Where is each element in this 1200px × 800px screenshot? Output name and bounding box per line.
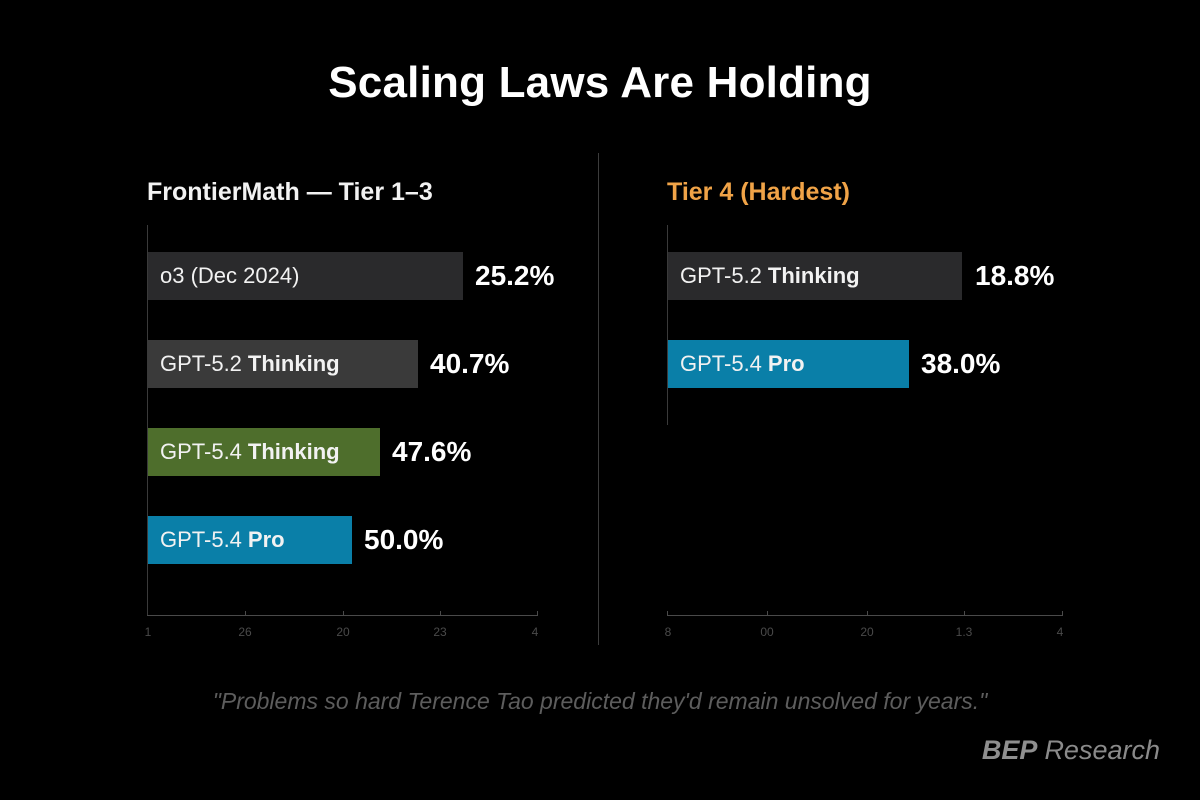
left-chart-title: FrontierMath — Tier 1–3 — [147, 178, 433, 206]
bar-value: 38.0% — [921, 348, 1001, 379]
left-x-tick-label: 23 — [433, 625, 447, 639]
bar-label-bold: Thinking — [767, 263, 860, 288]
bar-label-bold: Thinking — [247, 351, 340, 376]
bar-label-bold: Thinking — [247, 439, 340, 464]
bar-gpt-5-2-thinking: GPT-5.2 Thinking — [148, 340, 418, 388]
bar-value: 40.7% — [430, 348, 510, 379]
bar-label: GPT-5.2 — [680, 263, 762, 288]
bar-value: 47.6% — [392, 436, 472, 467]
left-x-tick — [440, 611, 441, 616]
bar-tier4-gpt-5-4-pro: GPT-5.4 Pro — [668, 340, 909, 388]
bar-label: GPT-5.4 — [160, 439, 242, 464]
left-x-tick-label: 1 — [144, 625, 152, 639]
right-x-tick — [964, 611, 965, 616]
bar-label-bold: Pro — [767, 351, 805, 376]
right-x-tick — [1062, 611, 1063, 616]
brand-logo: BEP Research — [982, 735, 1160, 766]
bar-label: GPT-5.4 — [680, 351, 762, 376]
right-x-tick-label: 20 — [860, 625, 874, 639]
left-x-tick-label: 20 — [336, 625, 350, 639]
brand-bold: BEP — [981, 735, 1038, 765]
left-y-axis — [147, 225, 148, 615]
panel-divider — [598, 153, 599, 645]
bar-value: 50.0% — [364, 524, 444, 555]
left-x-tick — [343, 611, 344, 616]
page-title: Scaling Laws Are Holding — [328, 58, 872, 107]
left-x-tick-label: 26 — [238, 625, 252, 639]
left-x-tick — [245, 611, 246, 616]
right-x-tick — [767, 611, 768, 616]
bar-value: 18.8% — [975, 260, 1055, 291]
bar-label: o3 (Dec 2024) — [160, 263, 300, 288]
bar-label: GPT-5.4 — [160, 527, 242, 552]
right-x-tick-label: 00 — [760, 625, 774, 639]
bar-gpt-5-4-thinking: GPT-5.4 Thinking — [148, 428, 380, 476]
right-x-tick — [867, 611, 868, 616]
bar-label-bold: Pro — [247, 527, 285, 552]
bar-tier4-gpt-5-2-thinking: GPT-5.2 Thinking — [668, 252, 962, 300]
right-chart-title: Tier 4 (Hardest) — [667, 178, 850, 206]
right-x-tick-label: 8 — [664, 625, 672, 639]
bar-gpt-5-4-pro: GPT-5.4 Pro — [148, 516, 352, 564]
right-x-tick-label: 1.3 — [955, 625, 973, 639]
brand-rest: Research — [1044, 735, 1160, 765]
left-x-tick — [537, 611, 538, 616]
right-x-tick-label: 4 — [1056, 625, 1064, 639]
bar-value: 25.2% — [475, 260, 555, 291]
quote-caption: "Problems so hard Terence Tao predicted … — [212, 688, 988, 714]
left-x-tick-label: 4 — [531, 625, 539, 639]
right-x-axis — [667, 615, 1062, 616]
left-x-axis — [147, 615, 537, 616]
right-x-tick — [667, 611, 668, 616]
right-y-axis — [667, 225, 668, 425]
bar-label: GPT-5.2 — [160, 351, 242, 376]
bar-o3: o3 (Dec 2024) — [148, 252, 463, 300]
